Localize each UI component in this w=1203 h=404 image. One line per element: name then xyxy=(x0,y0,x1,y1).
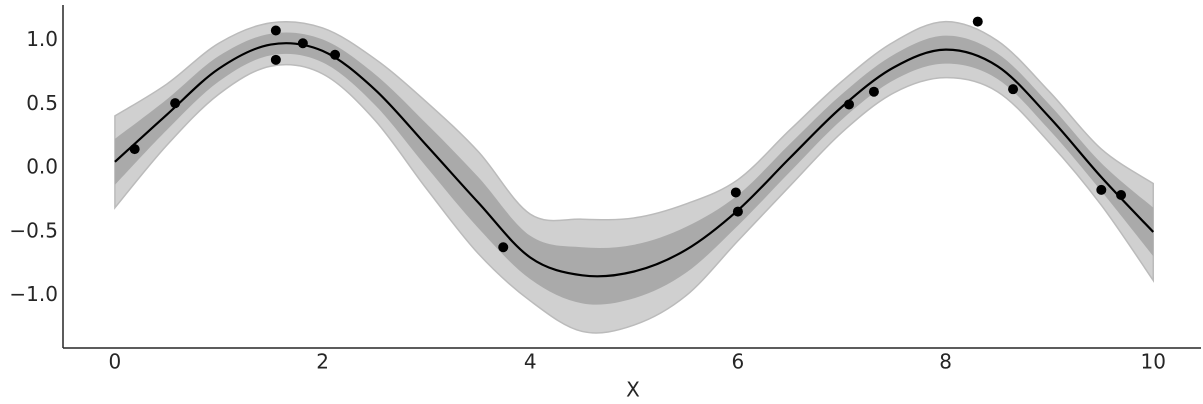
data-point xyxy=(732,206,743,217)
data-point xyxy=(1008,84,1019,95)
x-tick-label: 8 xyxy=(939,350,952,374)
x-tick-label: 2 xyxy=(316,350,329,374)
mean-line xyxy=(114,42,1155,278)
y-tick-label: 0.5 xyxy=(26,91,58,115)
data-point xyxy=(129,144,140,155)
data-point xyxy=(170,98,181,109)
x-tick-label: 0 xyxy=(109,350,122,374)
data-point xyxy=(844,99,855,110)
band xyxy=(114,32,1154,305)
data-point xyxy=(972,16,983,27)
x-tick-label: 10 xyxy=(1141,350,1166,374)
y-tick-label: 0.0 xyxy=(26,155,58,179)
x-axis-label: X xyxy=(626,378,640,402)
data-point xyxy=(1116,189,1127,200)
y-tick-label: 1.0 xyxy=(26,27,58,51)
data-point xyxy=(297,38,308,49)
x-tick-label: 4 xyxy=(524,350,537,374)
data-point xyxy=(270,25,281,36)
data-point xyxy=(1096,184,1107,195)
data-point xyxy=(868,86,879,97)
data-point xyxy=(270,54,281,65)
x-tick-label: 6 xyxy=(732,350,745,374)
y-tick-label: −0.5 xyxy=(9,218,58,242)
data-point xyxy=(330,49,341,60)
data-point xyxy=(730,187,741,198)
data-point xyxy=(498,242,509,253)
y-tick-label: −1.0 xyxy=(9,282,58,306)
